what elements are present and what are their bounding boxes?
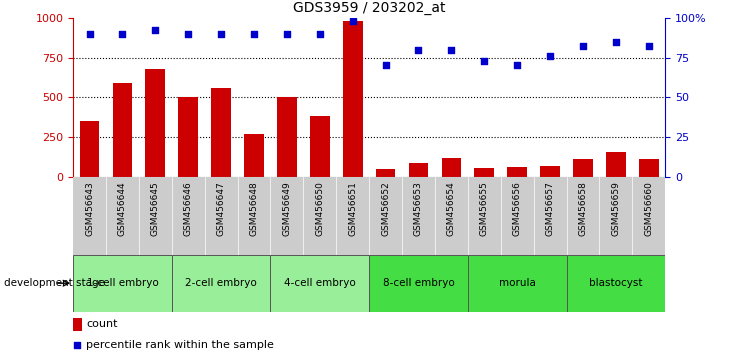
Title: GDS3959 / 203202_at: GDS3959 / 203202_at [293,1,445,15]
Bar [172,255,270,312]
Text: GSM456649: GSM456649 [282,181,292,236]
Point [314,31,326,36]
Bar [606,152,626,177]
Point [511,63,523,68]
Text: GSM456655: GSM456655 [480,181,489,236]
Text: GSM456652: GSM456652 [381,181,390,236]
Bar [540,166,560,177]
Bar [507,167,527,177]
Text: GSM456645: GSM456645 [151,181,160,236]
Point [117,31,129,36]
Text: percentile rank within the sample: percentile rank within the sample [86,339,274,350]
Text: GSM456647: GSM456647 [216,181,226,236]
Bar [310,116,330,177]
Text: GSM456648: GSM456648 [249,181,259,236]
Text: blastocyst: blastocyst [589,278,643,288]
Text: GSM456657: GSM456657 [545,181,555,236]
Point [84,31,95,36]
Text: GSM456656: GSM456656 [512,181,522,236]
Bar [573,159,593,177]
Bar [80,121,99,177]
Text: 2-cell embryo: 2-cell embryo [185,278,257,288]
Point [544,53,556,59]
Bar [442,158,461,177]
Text: GSM456659: GSM456659 [611,181,621,236]
Bar [474,168,494,177]
Text: 8-cell embryo: 8-cell embryo [382,278,455,288]
Point [610,39,621,44]
Point [643,44,654,49]
Bar [270,255,369,312]
Text: GSM456650: GSM456650 [315,181,325,236]
Bar [73,318,83,331]
Bar [73,255,172,312]
Point [346,18,358,24]
Text: GSM456643: GSM456643 [85,181,94,236]
Bar [178,97,198,177]
Text: development stage: development stage [4,278,105,288]
Bar [277,97,297,177]
Bar [113,83,132,177]
Point [149,28,161,33]
Text: count: count [86,319,118,329]
Point [215,31,227,36]
Bar [369,255,468,312]
Text: morula: morula [499,278,536,288]
Bar [567,255,665,312]
Bar [639,159,659,177]
Bar [145,69,165,177]
Text: GSM456658: GSM456658 [578,181,588,236]
Point [412,47,424,52]
Text: 4-cell embryo: 4-cell embryo [284,278,356,288]
Bar [376,169,395,177]
Text: GSM456654: GSM456654 [447,181,456,236]
Text: GSM456644: GSM456644 [118,181,127,235]
Text: GSM456646: GSM456646 [183,181,193,236]
Point [445,47,458,52]
Text: GSM456651: GSM456651 [348,181,357,236]
Point [183,31,194,36]
Text: 1-cell embryo: 1-cell embryo [86,278,159,288]
Point [281,31,292,36]
Bar [244,134,264,177]
Point [577,44,589,49]
Point [248,31,260,36]
Point [380,63,392,68]
Point [72,342,83,348]
Bar [343,21,363,177]
Text: GSM456653: GSM456653 [414,181,423,236]
Point [478,58,490,64]
Bar [468,255,567,312]
Bar [409,163,428,177]
Bar [211,88,231,177]
Text: GSM456660: GSM456660 [644,181,654,236]
